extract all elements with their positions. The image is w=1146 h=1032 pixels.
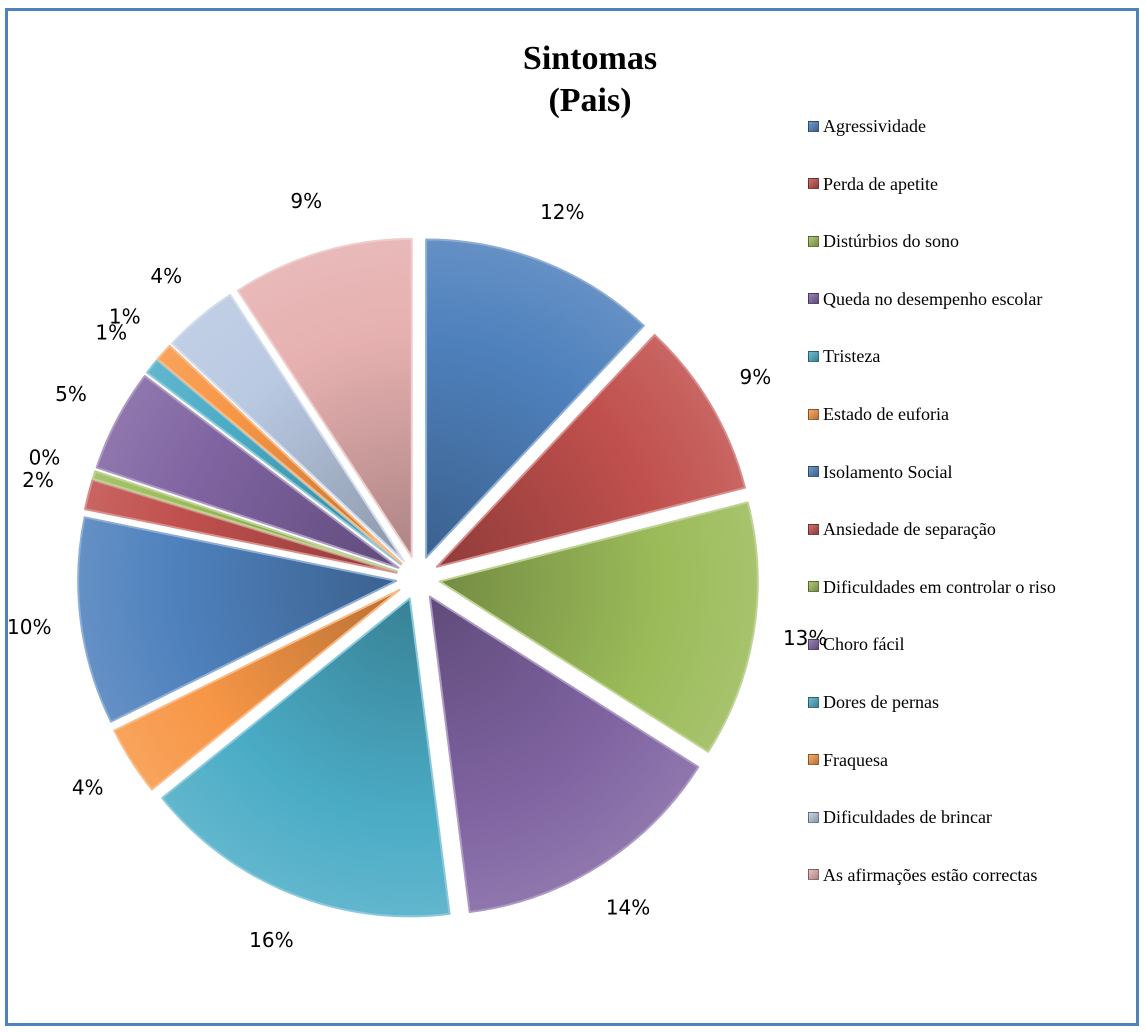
data-label: 16% bbox=[249, 928, 293, 952]
legend-label: Dificuldades de brincar bbox=[823, 807, 992, 828]
pie-slice bbox=[113, 588, 401, 791]
legend-swatch bbox=[808, 754, 819, 766]
legend-item: Dificuldades em controlar o riso bbox=[808, 575, 1056, 599]
legend-swatch bbox=[808, 523, 819, 535]
legend-label: Choro fácil bbox=[823, 634, 905, 655]
legend-item: As afirmações estão correctas bbox=[808, 863, 1037, 887]
legend-swatch bbox=[808, 466, 819, 478]
legend-label: Isolamento Social bbox=[823, 461, 953, 482]
legend-label: Fraquesa bbox=[823, 749, 888, 770]
pie-slice bbox=[146, 359, 402, 566]
legend-swatch bbox=[808, 293, 819, 305]
legend-label: As afirmações estão correctas bbox=[823, 864, 1038, 885]
pie-slice bbox=[91, 470, 399, 573]
data-label: 4% bbox=[72, 776, 104, 800]
pie-slice bbox=[428, 595, 700, 914]
pie-slice bbox=[171, 293, 405, 563]
legend-item: Agressividade bbox=[808, 114, 926, 138]
data-label: 1% bbox=[109, 304, 141, 328]
pie-slice bbox=[77, 516, 398, 723]
legend-swatch bbox=[808, 696, 819, 708]
legend-label: Ansiedade de separação bbox=[823, 519, 996, 540]
pie-slice bbox=[435, 333, 746, 568]
legend-label: Perda de apetite bbox=[823, 173, 938, 194]
pie-slice bbox=[156, 344, 403, 565]
legend-item: Queda no desempenho escolar bbox=[808, 287, 1042, 311]
legend-item: Tristeza bbox=[808, 344, 880, 368]
data-label: 9% bbox=[740, 365, 772, 389]
data-label: 9% bbox=[290, 189, 322, 213]
legend-label: Estado de euforia bbox=[823, 404, 949, 424]
chart-title: Sintomas (Pais) bbox=[440, 38, 740, 122]
pie-slice bbox=[84, 479, 398, 574]
legend-item: Dores de pernas bbox=[808, 690, 939, 714]
legend-item: Distúrbios do sono bbox=[808, 229, 959, 253]
data-label: 13% bbox=[783, 626, 827, 650]
data-label: 14% bbox=[606, 895, 650, 919]
pie-slice bbox=[425, 238, 645, 559]
legend-label: Tristeza bbox=[823, 346, 881, 367]
pie-slice bbox=[95, 375, 400, 569]
legend-swatch bbox=[808, 235, 819, 247]
legend-swatch bbox=[808, 408, 819, 420]
legend-item: Perda de apetite bbox=[808, 172, 938, 196]
legend-label: Distúrbios do sono bbox=[823, 231, 960, 252]
legend-swatch bbox=[808, 638, 819, 650]
data-label: 12% bbox=[540, 200, 584, 224]
legend-swatch bbox=[808, 811, 819, 823]
data-label: 0% bbox=[29, 446, 61, 470]
legend-swatch bbox=[808, 350, 819, 362]
legend-label: Queda no desempenho escolar bbox=[823, 288, 1043, 309]
legend-swatch bbox=[808, 581, 819, 593]
legend-label: Dificuldades em controlar o riso bbox=[823, 576, 1056, 597]
legend-swatch bbox=[808, 120, 819, 132]
data-label: 10% bbox=[7, 615, 51, 639]
data-label: 4% bbox=[150, 264, 182, 288]
legend-item: Dificuldades de brincar bbox=[808, 805, 992, 829]
legend-item: Isolamento Social bbox=[808, 460, 952, 484]
pie-slice bbox=[438, 501, 759, 753]
pie-slice bbox=[236, 237, 413, 558]
pie-slice bbox=[161, 597, 451, 918]
legend-swatch bbox=[808, 178, 819, 190]
chart-title-line-1: Sintomas bbox=[522, 40, 658, 77]
legend-label: Agressividade bbox=[823, 116, 926, 136]
legend-item: Choro fácil bbox=[808, 632, 904, 656]
legend-item: Fraquesa bbox=[808, 748, 888, 772]
data-label: 5% bbox=[55, 382, 87, 406]
legend-label: Dores de pernas bbox=[823, 692, 939, 712]
data-label: 2% bbox=[22, 468, 54, 492]
data-label: 1% bbox=[95, 320, 127, 344]
legend-item: Estado de euforia bbox=[808, 402, 949, 426]
legend-item: Ansiedade de separação bbox=[808, 517, 996, 541]
legend-swatch bbox=[808, 869, 819, 881]
chart-title-line-2: (Pais) bbox=[548, 82, 632, 119]
